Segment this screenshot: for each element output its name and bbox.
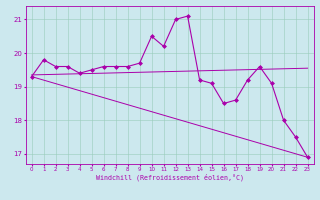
X-axis label: Windchill (Refroidissement éolien,°C): Windchill (Refroidissement éolien,°C) [96, 173, 244, 181]
